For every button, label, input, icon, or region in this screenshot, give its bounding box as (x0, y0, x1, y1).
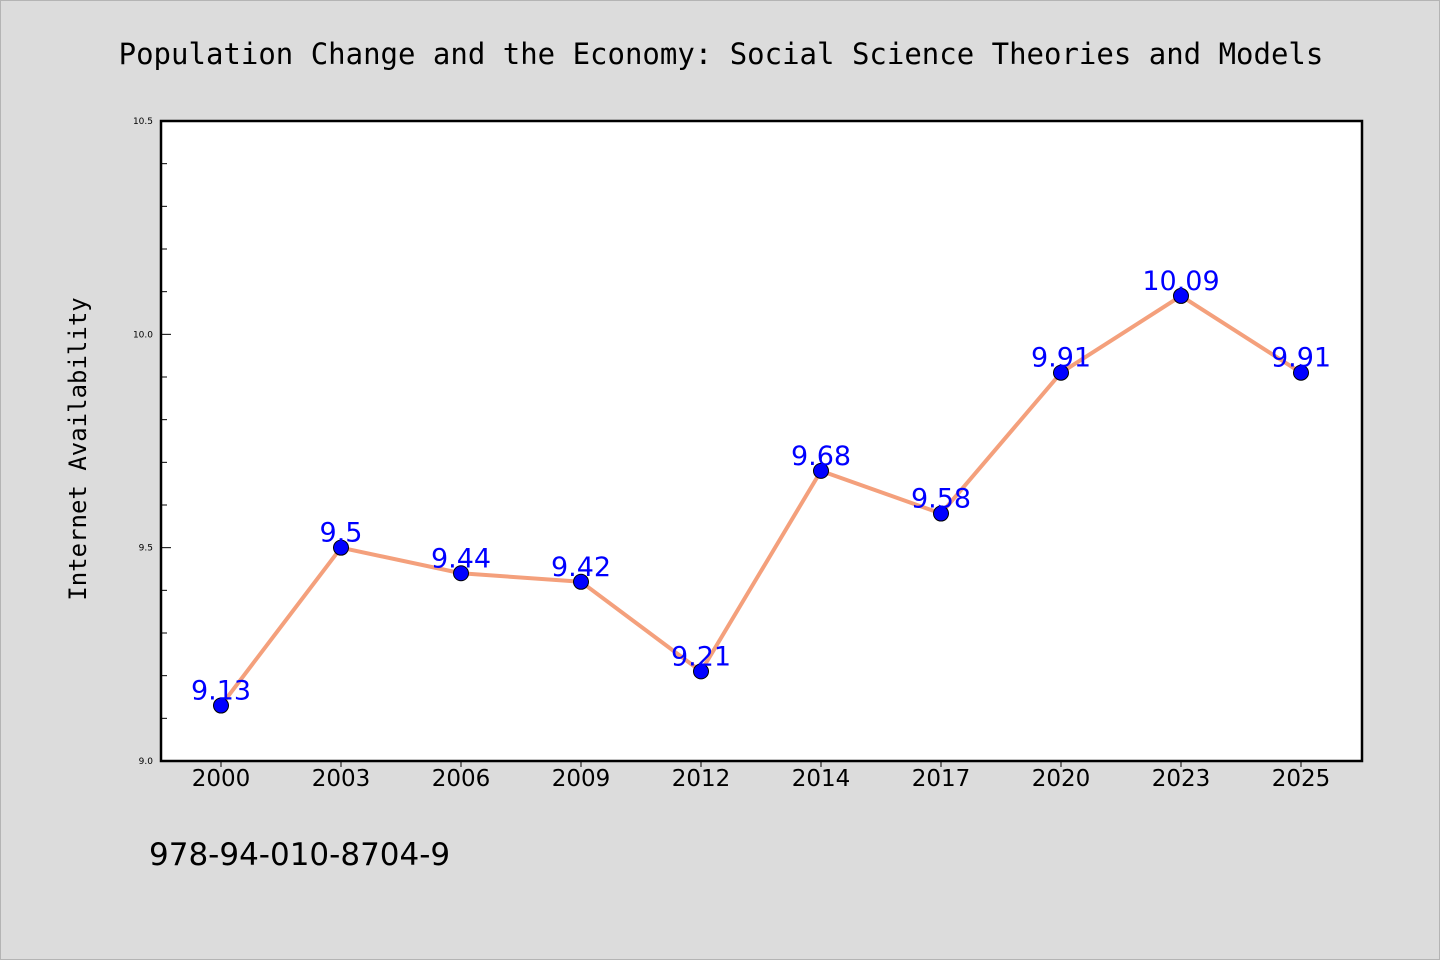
x-tick-label: 2006 (432, 766, 491, 792)
data-point (1293, 364, 1309, 381)
data-label: 9.42 (551, 552, 611, 583)
x-tick-label: 2025 (1272, 766, 1331, 792)
data-point (1173, 287, 1189, 304)
data-label: 9.44 (431, 543, 491, 574)
x-tick-label: 2017 (912, 766, 971, 792)
x-tick-label: 2000 (192, 766, 251, 792)
data-label: 10.09 (1142, 266, 1219, 297)
x-tick-label: 2020 (1032, 766, 1091, 792)
data-label: 9.58 (911, 484, 971, 515)
data-point (453, 565, 469, 582)
y-tick-label: 9.0 (139, 757, 154, 767)
x-tick-label: 2009 (552, 766, 611, 792)
plot-frame (159, 119, 1364, 763)
data-point (693, 663, 709, 680)
data-label: 9.5 (320, 518, 363, 549)
data-label: 9.68 (791, 441, 851, 472)
data-point (933, 505, 949, 522)
y-axis-label: Internet Availability (64, 297, 92, 600)
data-label: 9.13 (191, 676, 251, 707)
y-tick-label: 10.0 (133, 330, 153, 340)
y-tick-label: 9.5 (139, 544, 153, 554)
plot-area (161, 121, 1362, 761)
x-tick-label: 2003 (312, 766, 371, 792)
x-tick-label: 2014 (792, 766, 851, 792)
data-point (333, 539, 349, 556)
y-tick-label: 10.5 (133, 117, 153, 127)
series-line (219, 293, 1303, 708)
chart-title: Population Change and the Economy: Socia… (119, 37, 1324, 71)
footer-isbn: 978-94-010-8704-9 (149, 837, 450, 873)
data-point (1053, 364, 1069, 381)
x-tick-label: 2023 (1152, 766, 1211, 792)
data-label: 9.91 (1271, 343, 1331, 374)
data-label: 9.91 (1031, 343, 1091, 374)
x-tick-label: 2012 (672, 766, 731, 792)
data-point (813, 462, 829, 479)
data-label: 9.21 (671, 641, 731, 672)
data-point (213, 697, 229, 714)
data-point (573, 573, 589, 590)
